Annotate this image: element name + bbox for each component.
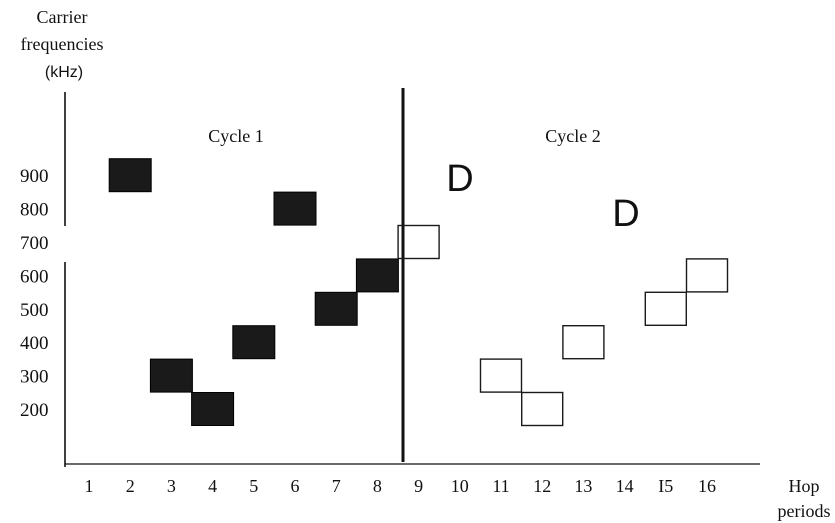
x-tick-label: 14 bbox=[616, 476, 634, 496]
cycle-1-hop-square bbox=[149, 358, 193, 393]
x-tick-label: 4 bbox=[208, 476, 217, 496]
y-tick-label: 200 bbox=[20, 400, 49, 421]
x-axis-title-line-1: Hop bbox=[789, 476, 820, 496]
x-tick-label: 10 bbox=[451, 476, 469, 496]
y-tick-label: 900 bbox=[20, 166, 49, 187]
cycle-2-hop-square bbox=[685, 258, 729, 293]
cycle-2-hop-square bbox=[397, 224, 440, 260]
cycle-2-hop-square bbox=[521, 391, 564, 427]
y-tick-labels: 200 300 400 500 600 700 800 900 bbox=[20, 166, 49, 421]
x-tick-label: 12 bbox=[533, 476, 551, 496]
x-tick-label: 8 bbox=[373, 476, 382, 496]
x-tick-label: I5 bbox=[658, 476, 673, 496]
x-axis-title-line-2: periods bbox=[778, 501, 831, 521]
y-tick-label: 600 bbox=[20, 266, 49, 287]
cycle-1-hop-square bbox=[355, 258, 399, 293]
cycle-2-label: Cycle 2 bbox=[545, 126, 601, 146]
x-tick-labels: 1 2 3 4 5 6 7 8 9 10 11 12 13 14 I5 16 bbox=[85, 476, 717, 496]
x-tick-label: 11 bbox=[492, 476, 509, 496]
y-tick-label: 400 bbox=[20, 333, 49, 354]
x-tick-label: 6 bbox=[291, 476, 300, 496]
x-tick-label: 13 bbox=[574, 476, 592, 496]
x-tick-label: 9 bbox=[414, 476, 423, 496]
cycle-1-hop-square bbox=[273, 191, 317, 226]
x-tick-label: 7 bbox=[332, 476, 341, 496]
cycle-2-hop-square bbox=[644, 291, 687, 326]
cycle-1-hop-square bbox=[108, 158, 152, 193]
y-axis-title-line-1: Carrier bbox=[37, 7, 88, 27]
cycle-1-label: Cycle 1 bbox=[208, 126, 264, 146]
y-tick-label: 800 bbox=[20, 200, 49, 221]
y-tick-label: 500 bbox=[20, 300, 49, 321]
x-tick-label: 2 bbox=[126, 476, 135, 496]
d-marker-1: D bbox=[446, 158, 473, 200]
cycle-1-hop-square bbox=[314, 291, 358, 326]
d-marker-2: D bbox=[612, 193, 639, 235]
y-axis-title-line-3: (kHz) bbox=[45, 64, 83, 81]
y-tick-label: 700 bbox=[20, 233, 49, 254]
y-axis-title: Carrier frequencies (kHz) bbox=[21, 7, 104, 81]
x-tick-label: 16 bbox=[698, 476, 716, 496]
cycle-1-hop-square bbox=[232, 325, 276, 360]
x-tick-label: 3 bbox=[167, 476, 176, 496]
cycle-2-hop-square bbox=[479, 358, 523, 393]
x-tick-label: 5 bbox=[249, 476, 258, 496]
cycle-2-hop-square bbox=[562, 325, 605, 360]
hop-marks bbox=[108, 158, 729, 427]
y-axis-title-line-2: frequencies bbox=[21, 34, 104, 54]
x-tick-label: 1 bbox=[85, 476, 94, 496]
cycle-1-hop-square bbox=[191, 392, 235, 426]
y-tick-label: 300 bbox=[20, 367, 49, 388]
